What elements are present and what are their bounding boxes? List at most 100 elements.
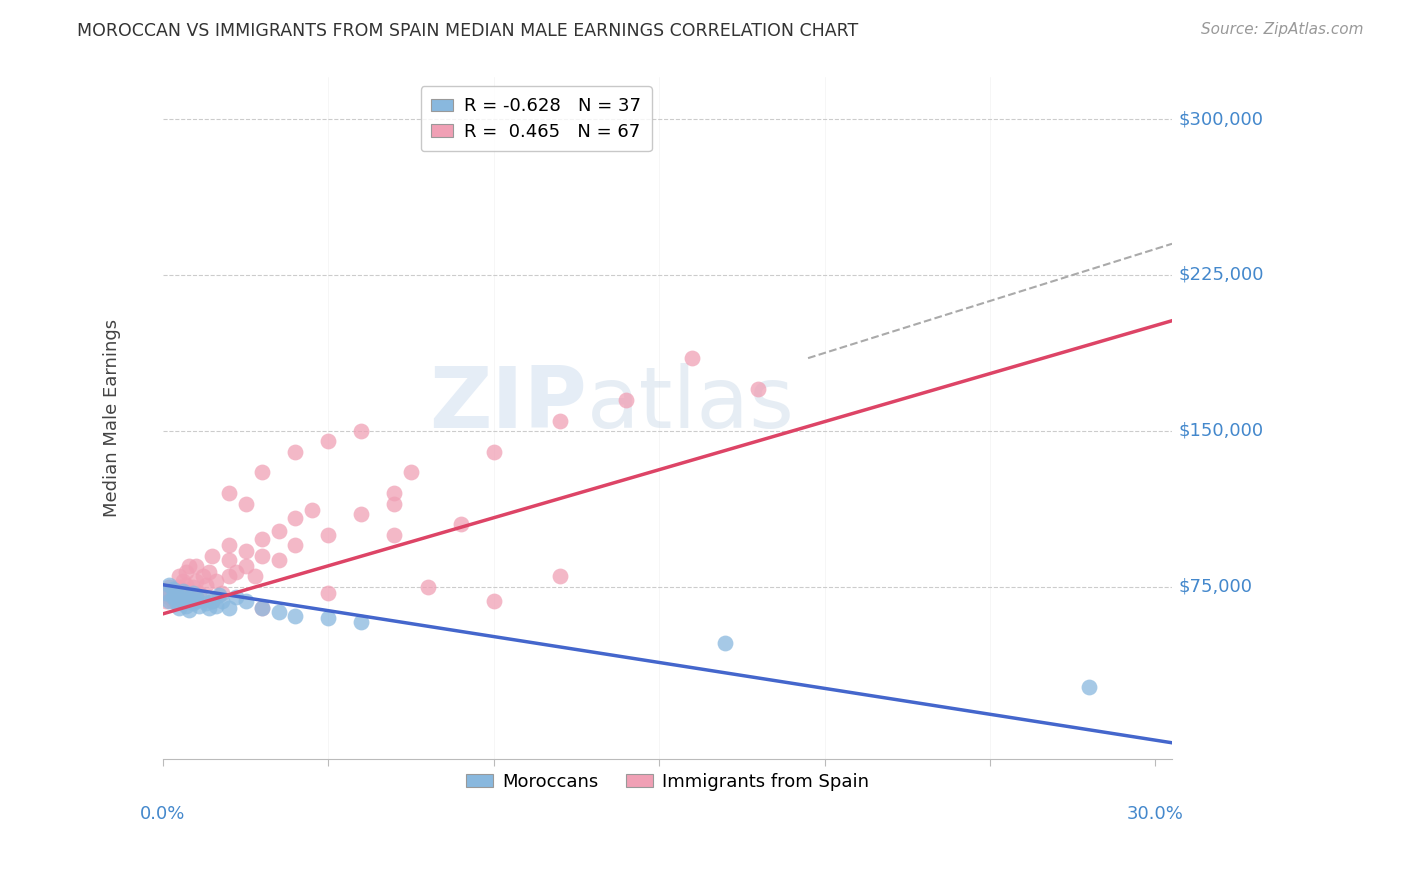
Point	[250, 549, 273, 563]
Point	[211, 586, 233, 600]
Point	[155, 586, 177, 600]
Point	[162, 594, 184, 608]
Point	[284, 444, 307, 458]
Point	[159, 594, 181, 608]
Point	[184, 559, 207, 574]
Point	[165, 594, 187, 608]
Point	[169, 580, 191, 594]
Point	[184, 591, 207, 605]
Point	[188, 586, 211, 600]
Point	[1078, 680, 1101, 694]
Point	[316, 611, 339, 625]
Point	[172, 591, 194, 605]
Point	[218, 486, 240, 500]
Text: $225,000: $225,000	[1180, 266, 1264, 284]
Point	[181, 586, 204, 600]
Point	[169, 591, 191, 605]
Point	[174, 599, 197, 613]
Point	[174, 578, 197, 592]
Point	[165, 594, 187, 608]
Point	[159, 578, 181, 592]
Point	[188, 599, 211, 613]
Point	[204, 574, 226, 588]
Point	[172, 584, 194, 599]
Point	[267, 524, 290, 538]
Point	[169, 569, 191, 583]
Point	[548, 569, 571, 583]
Point	[211, 594, 233, 608]
Point	[194, 597, 217, 611]
Point	[179, 586, 201, 600]
Point	[174, 588, 197, 602]
Point	[162, 584, 184, 599]
Point	[350, 507, 373, 521]
Point	[155, 594, 177, 608]
Point	[169, 600, 191, 615]
Point	[201, 549, 224, 563]
Point	[184, 591, 207, 605]
Point	[235, 559, 257, 574]
Point	[250, 600, 273, 615]
Point	[159, 591, 181, 605]
Point	[165, 586, 187, 600]
Point	[184, 574, 207, 588]
Point	[450, 517, 472, 532]
Text: Median Male Earnings: Median Male Earnings	[104, 319, 121, 517]
Text: atlas: atlas	[586, 363, 794, 446]
Point	[714, 636, 737, 650]
Point	[284, 511, 307, 525]
Point	[218, 600, 240, 615]
Point	[218, 553, 240, 567]
Point	[235, 594, 257, 608]
Point	[284, 538, 307, 552]
Point	[350, 615, 373, 630]
Point	[172, 594, 194, 608]
Point	[267, 553, 290, 567]
Point	[681, 351, 703, 365]
Point	[218, 569, 240, 583]
Point	[416, 580, 439, 594]
Point	[235, 497, 257, 511]
Point	[384, 497, 406, 511]
Point	[198, 600, 221, 615]
Point	[316, 528, 339, 542]
Point	[384, 528, 406, 542]
Text: $300,000: $300,000	[1180, 110, 1264, 128]
Point	[399, 466, 422, 480]
Point	[191, 592, 214, 607]
Point	[201, 594, 224, 608]
Point	[250, 532, 273, 546]
Point	[179, 603, 201, 617]
Text: Source: ZipAtlas.com: Source: ZipAtlas.com	[1201, 22, 1364, 37]
Point	[548, 413, 571, 427]
Point	[235, 544, 257, 558]
Point	[172, 574, 194, 588]
Point	[184, 594, 207, 608]
Point	[194, 578, 217, 592]
Point	[174, 566, 197, 580]
Point	[250, 600, 273, 615]
Point	[179, 559, 201, 574]
Legend: Moroccans, Immigrants from Spain: Moroccans, Immigrants from Spain	[458, 765, 876, 798]
Point	[250, 466, 273, 480]
Point	[225, 566, 247, 580]
Point	[267, 605, 290, 619]
Point	[181, 597, 204, 611]
Text: 0.0%: 0.0%	[141, 805, 186, 823]
Point	[747, 382, 769, 396]
Point	[159, 580, 181, 594]
Text: ZIP: ZIP	[429, 363, 586, 446]
Point	[162, 582, 184, 596]
Point	[218, 538, 240, 552]
Text: 30.0%: 30.0%	[1128, 805, 1184, 823]
Text: $150,000: $150,000	[1180, 422, 1264, 440]
Point	[316, 586, 339, 600]
Point	[350, 424, 373, 438]
Point	[201, 594, 224, 608]
Text: $75,000: $75,000	[1180, 578, 1253, 596]
Point	[316, 434, 339, 449]
Point	[204, 599, 226, 613]
Point	[284, 609, 307, 624]
Point	[181, 580, 204, 594]
Text: MOROCCAN VS IMMIGRANTS FROM SPAIN MEDIAN MALE EARNINGS CORRELATION CHART: MOROCCAN VS IMMIGRANTS FROM SPAIN MEDIAN…	[77, 22, 859, 40]
